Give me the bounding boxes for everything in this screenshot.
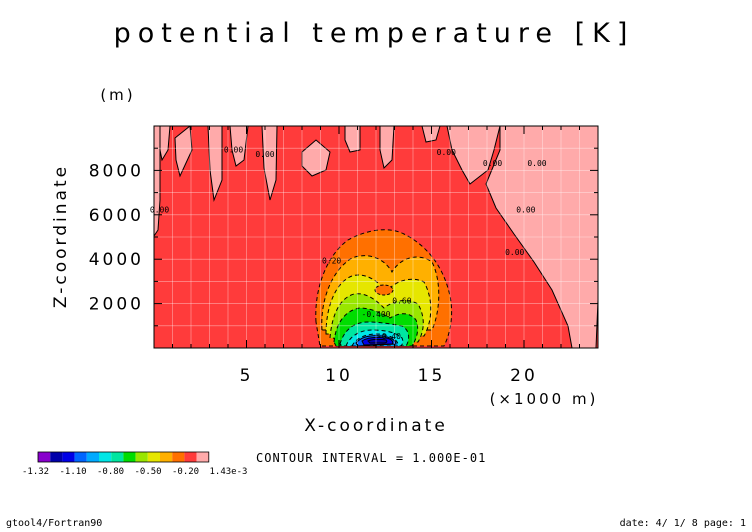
colorbar-swatch bbox=[123, 452, 136, 462]
footer-right: date: 4/ 1/ 8 page: 1 bbox=[620, 518, 746, 529]
contour-label: 0.00 bbox=[150, 206, 169, 215]
colorbar-labels: -1.32 -1.10 -0.80 -0.50 -0.20 1.43e-3 bbox=[22, 467, 247, 477]
contour-label: -0.400 bbox=[362, 310, 391, 319]
contour-labels: 0.00 0.00 0.00 0.00 0.00 0.00 0.00 0.00 0.20 0.60… bbox=[150, 146, 547, 341]
y-tick-label: 4000 bbox=[89, 250, 144, 270]
contour-label: 0.00 bbox=[224, 146, 243, 155]
colorbar-swatch bbox=[111, 452, 124, 462]
y-axis-label: Z-coordinate bbox=[51, 164, 71, 308]
footer-left: gtool4/Fortran90 bbox=[6, 518, 102, 529]
colorbar-swatch bbox=[62, 452, 75, 462]
colorbar-swatch bbox=[172, 452, 185, 462]
contour-label: 0.00 bbox=[437, 148, 456, 157]
colorbar-swatch bbox=[74, 452, 87, 462]
contour-label: 0.20 bbox=[322, 257, 341, 266]
colorbar-tick-label: -0.20 bbox=[172, 467, 199, 477]
colorbar-frame bbox=[37, 451, 210, 463]
fill-patch-top-2 bbox=[174, 126, 193, 178]
x-tick-label: 10 bbox=[325, 366, 353, 386]
colorbar-tick-label: 1.43e-3 bbox=[210, 467, 248, 477]
x-axis-ticks: 5 10 15 20 bbox=[172, 126, 580, 386]
plot-area: 0.00 0.00 0.00 0.00 0.00 0.00 0.00 0.00 0.20 0.60… bbox=[89, 125, 599, 386]
x-tick-label: 15 bbox=[418, 366, 446, 386]
contour-label: 0.00 bbox=[527, 159, 546, 168]
y-axis-ticks: 2000 4000 6000 8000 bbox=[89, 147, 598, 327]
colorbar-swatch bbox=[196, 452, 209, 462]
colorbar-tick-label: -1.32 bbox=[22, 467, 49, 477]
colorbar bbox=[37, 451, 210, 463]
colorbar-swatch bbox=[86, 452, 99, 462]
colorbar-swatch bbox=[147, 452, 160, 462]
x-axis-label: X-coordinate bbox=[304, 416, 448, 436]
central-anomaly bbox=[315, 229, 453, 347]
contour-interval-text: CONTOUR INTERVAL = 1.000E-01 bbox=[256, 451, 486, 465]
contour-label: 0.00 bbox=[255, 150, 274, 159]
colorbar-swatch bbox=[38, 452, 51, 462]
contour-label: 0.00 bbox=[516, 206, 535, 215]
y-tick-label: 8000 bbox=[89, 161, 144, 181]
chart-title: potential temperature [K] bbox=[114, 18, 635, 49]
colorbar-tick-label: -0.80 bbox=[97, 467, 124, 477]
fill-band-left bbox=[154, 126, 161, 237]
y-unit-label: (m) bbox=[100, 86, 135, 104]
colorbar-swatch bbox=[135, 452, 148, 462]
contour-label: 0.00 bbox=[483, 159, 502, 168]
colorbar-swatch bbox=[160, 452, 173, 462]
colorbar-swatch bbox=[184, 452, 197, 462]
contour-label: 0.60 bbox=[392, 297, 411, 306]
x-tick-label: 5 bbox=[240, 366, 254, 386]
colorbar-tick-label: -1.10 bbox=[60, 467, 87, 477]
grid-lines bbox=[154, 126, 598, 348]
fill-patch-top-5 bbox=[261, 126, 278, 201]
x-unit-label: (×1000 m) bbox=[490, 390, 599, 408]
y-tick-label: 2000 bbox=[89, 295, 144, 315]
fill-patch-top-7 bbox=[344, 126, 361, 153]
x-tick-label: 20 bbox=[510, 366, 538, 386]
y-tick-label: 6000 bbox=[89, 206, 144, 226]
colorbar-tick-label: -0.50 bbox=[135, 467, 162, 477]
fill-patch-top-4 bbox=[229, 126, 249, 167]
contour-label: -0.40 bbox=[377, 332, 401, 341]
colorbar-swatch bbox=[99, 452, 112, 462]
fill-level-navy bbox=[367, 338, 388, 344]
colorbar-swatch bbox=[50, 452, 63, 462]
contour-label: 0.00 bbox=[505, 248, 524, 257]
fill-inner-bump bbox=[374, 284, 394, 296]
fill-patch-top-8 bbox=[379, 126, 395, 169]
